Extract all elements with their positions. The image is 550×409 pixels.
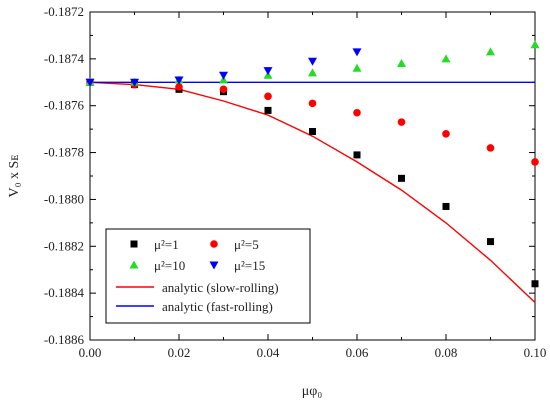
legend-label: μ²=15 — [234, 258, 265, 273]
y-tick-label: -0.1884 — [44, 285, 85, 300]
legend-group: μ²=1 μ²=5 μ²=10 μ²=15 analytic (slow-rolling… — [106, 229, 310, 323]
data-point — [308, 68, 317, 76]
data-point — [309, 128, 316, 135]
data-point — [265, 107, 272, 114]
data-point — [264, 67, 273, 75]
y-tick-label: -0.1872 — [44, 4, 84, 19]
x-tick-label: 0.08 — [435, 345, 458, 360]
x-axis-label: μφ₀ — [302, 384, 323, 399]
data-point — [442, 130, 450, 138]
data-point — [354, 151, 361, 158]
data-point — [308, 58, 317, 66]
legend-marker — [210, 240, 218, 248]
y-tick-label: -0.1874 — [44, 51, 85, 66]
data-point — [398, 175, 405, 182]
data-point — [442, 54, 451, 62]
data-point — [532, 280, 539, 287]
data-point — [353, 48, 362, 56]
legend-label: analytic (slow-rolling) — [162, 280, 279, 295]
data-point — [220, 86, 228, 94]
legend-marker — [131, 241, 138, 248]
data-point — [531, 158, 539, 166]
data-point — [487, 238, 494, 245]
data-point — [309, 100, 317, 108]
y-axis-label: V₀ x Sᴇ — [7, 155, 22, 198]
data-point — [531, 40, 540, 48]
data-point — [486, 47, 495, 55]
data-point — [443, 203, 450, 210]
legend-label: μ²=1 — [154, 237, 179, 252]
data-point — [398, 118, 406, 126]
legend-label: μ²=5 — [234, 237, 259, 252]
legend-label: μ²=10 — [154, 258, 185, 273]
legend-label: analytic (fast-rolling) — [162, 299, 273, 314]
data-point — [487, 144, 495, 152]
data-point — [397, 59, 406, 67]
x-tick-label: 0.04 — [257, 345, 280, 360]
y-tick-label: -0.1876 — [44, 98, 85, 113]
y-tick-label: -0.1882 — [44, 238, 84, 253]
data-point — [219, 72, 228, 80]
x-tick-label: 0.10 — [524, 345, 547, 360]
x-tick-label: 0.00 — [79, 345, 102, 360]
x-tick-label: 0.02 — [168, 345, 191, 360]
y-tick-label: -0.1880 — [44, 191, 84, 206]
data-point — [264, 93, 272, 101]
data-point — [353, 64, 362, 72]
data-point — [353, 109, 361, 117]
x-tick-label: 0.06 — [346, 345, 369, 360]
y-tick-label: -0.1878 — [44, 145, 84, 160]
